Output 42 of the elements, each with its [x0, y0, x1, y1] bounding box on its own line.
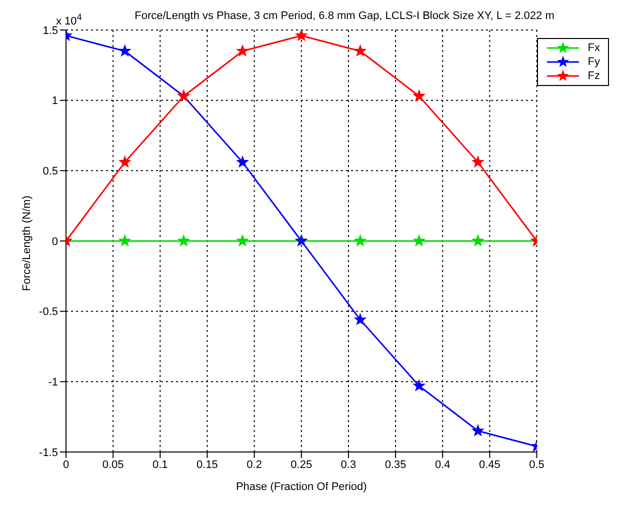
point [413, 235, 425, 246]
x-tick-label: 0.25 [290, 458, 312, 471]
point [472, 425, 484, 436]
x-tick-label: 0.4 [434, 458, 450, 471]
point [296, 30, 308, 40]
x-tick-label: 0.1 [152, 458, 168, 471]
x-tick-label: 0.2 [246, 458, 262, 471]
point [119, 156, 130, 168]
point [472, 235, 484, 246]
x-tick-label: 0.35 [384, 458, 406, 471]
legend-label: Fx [588, 41, 600, 55]
point [178, 235, 190, 246]
chart-title: Force/Length vs Phase, 3 cm Period, 6.8 mm Gap, LCLS-I Block Size XY, L = 2.022 m [134, 10, 554, 22]
y-tick-label: 1 [52, 95, 58, 108]
y-tick-label: 0.5 [42, 166, 58, 178]
y-tick-label: -0.5 [39, 306, 58, 318]
y-tick-label: 0 [52, 236, 58, 248]
point [119, 235, 130, 246]
y-tick-label: -1.5 [39, 446, 58, 459]
point [413, 90, 425, 101]
x-tick-label: 0.3 [340, 458, 356, 471]
x-tick-label: 0 [62, 458, 70, 471]
x-tick-label: 0.45 [478, 458, 500, 471]
y-tick-label: 1.5 [42, 24, 58, 37]
point [236, 156, 248, 168]
point [354, 235, 366, 246]
y-tick-label: -1 [48, 376, 58, 389]
point [236, 235, 248, 246]
point [119, 45, 130, 56]
y-axis-title: Force/Length (N/m) [20, 196, 33, 291]
x-tick-label: 0.5 [529, 458, 544, 471]
point [236, 45, 248, 56]
text: x 10$^{4}$ [56, 12, 82, 28]
point [413, 380, 425, 391]
legend-label: Fy [588, 55, 600, 69]
x-tick-label: 0.15 [196, 458, 218, 471]
x-axis-title: Phase (Fraction Of Period) [236, 481, 367, 493]
legend-label: Fz [588, 69, 600, 83]
point [354, 45, 366, 56]
point [354, 314, 366, 325]
point [472, 156, 484, 168]
x-tick-label: 0.05 [102, 458, 124, 471]
